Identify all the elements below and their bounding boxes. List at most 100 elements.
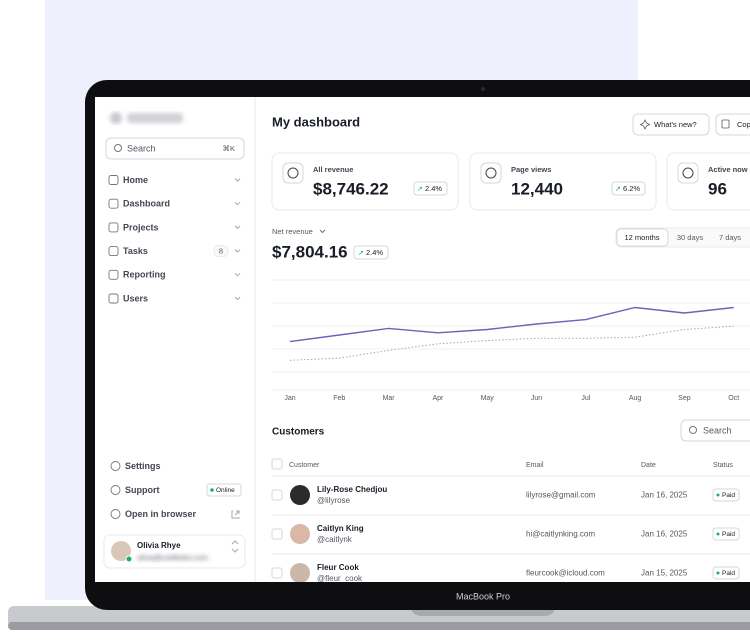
copy-icon (721, 119, 730, 129)
customer-email: hi@caitlynking.com (526, 530, 595, 539)
customer-date: Jan 15, 2025 (641, 569, 688, 578)
checkbox[interactable] (271, 567, 283, 579)
user-email: olivia@untitledui.com (137, 553, 208, 562)
user-avatar (111, 541, 131, 561)
customer-handle: @fleur_cook (317, 574, 363, 583)
change-badge (413, 181, 448, 196)
chevron (234, 201, 241, 206)
stat-icon (287, 167, 299, 179)
nav-label[interactable]: Projects (123, 222, 159, 232)
nav-icon (110, 461, 121, 471)
customer-date: Jan 16, 2025 (641, 530, 688, 539)
change-badge (353, 245, 389, 260)
period-tab[interactable]: 7 days (719, 233, 741, 242)
button-label: Copy (737, 120, 750, 129)
arrow-icon: ↗ (358, 250, 364, 257)
chevron (234, 272, 241, 277)
external-icon (231, 510, 240, 519)
customer-date: Jan 16, 2025 (641, 491, 688, 500)
column-header[interactable]: Email (526, 462, 544, 469)
stat-icon-box (480, 162, 502, 184)
nav-icon (108, 175, 119, 185)
line-series (289, 325, 734, 361)
change-value: 2.4% (366, 248, 383, 257)
customers-title: Customers (272, 427, 325, 438)
checkbox[interactable] (271, 458, 283, 470)
checkbox[interactable] (271, 528, 283, 540)
search-shortcut: ⌘K (222, 144, 235, 153)
stat-label: Page views (511, 165, 551, 174)
change-badge (611, 181, 646, 196)
status-badge (712, 488, 740, 502)
sparkle-icon (639, 119, 651, 130)
nav-icon (110, 509, 121, 519)
camera (481, 87, 485, 91)
avatar (290, 524, 310, 544)
nav-icon (110, 485, 121, 495)
x-tick-label: Oct (728, 395, 739, 402)
copy-button[interactable] (715, 113, 750, 136)
period-tab[interactable]: 12 months (624, 233, 659, 242)
stat-value: $8,746.22 (313, 179, 389, 198)
customer-search[interactable] (680, 419, 750, 442)
line-series (289, 306, 734, 343)
chevron (234, 249, 241, 253)
stat-card (469, 152, 657, 211)
whats-new-button[interactable] (632, 113, 710, 136)
nav-icon (108, 246, 119, 257)
x-tick-label: Feb (333, 395, 345, 402)
customer-name: Fleur Cook (317, 563, 359, 572)
customer-email: lilyrose@gmail.com (526, 491, 596, 500)
x-tick-label: Jul (581, 395, 590, 402)
status-text: Paid (722, 531, 735, 538)
nav-icon (108, 269, 119, 280)
period-tab[interactable]: 30 days (677, 233, 704, 242)
active-tab[interactable] (616, 228, 669, 247)
avatar (290, 485, 310, 505)
sidebar-search[interactable] (105, 137, 245, 160)
laptop-base-edge (8, 622, 750, 630)
nav-label[interactable]: Settings (125, 461, 161, 471)
chevron (234, 225, 241, 230)
x-tick-label: Jan (284, 395, 295, 402)
nav-label[interactable]: Users (123, 293, 148, 303)
status-dot (716, 571, 720, 575)
nav-label[interactable]: Support (125, 485, 160, 495)
search-placeholder: Search (703, 425, 732, 435)
arrow-icon: ↗ (417, 186, 423, 193)
nav-icon (108, 222, 119, 233)
status-dot (716, 532, 720, 536)
status-badge (206, 483, 242, 497)
nav-icon (108, 293, 119, 304)
column-header[interactable]: Status (713, 462, 733, 469)
nav-label[interactable]: Tasks (123, 246, 148, 256)
customer-handle: @caitlynk (317, 535, 353, 544)
status-badge (712, 566, 740, 580)
x-tick-label: Aug (629, 395, 642, 402)
customer-name: Lily-Rose Chedjou (317, 485, 387, 494)
stat-icon-box (282, 162, 304, 184)
search-icon (114, 144, 122, 152)
nav-badge (213, 245, 229, 258)
status-badge (712, 527, 740, 541)
customer-name: Caitlyn King (317, 524, 364, 533)
nav-label[interactable]: Dashboard (123, 199, 170, 209)
net-revenue-label: Net revenue (272, 227, 313, 236)
column-header[interactable]: Date (641, 462, 656, 469)
x-tick-label: Apr (432, 395, 444, 402)
status-dot (210, 488, 214, 492)
user-card[interactable] (103, 534, 246, 569)
nav-badge-text: 8 (219, 247, 223, 256)
page-title: My dashboard (272, 114, 360, 129)
column-header[interactable]: Customer (289, 462, 320, 469)
change-value: 6.2% (623, 184, 640, 193)
net-revenue-value: $7,804.16 (272, 242, 348, 261)
screen: Search ⌘K Olivia Rhye olivia@untitledui.… (95, 97, 750, 583)
nav-label[interactable]: Open in browser (125, 509, 197, 519)
nav-label[interactable]: Home (123, 175, 148, 185)
checkbox[interactable] (271, 489, 283, 501)
nav-label[interactable]: Reporting (123, 270, 166, 280)
device-label: MacBook Pro (456, 591, 510, 601)
status-dot (716, 493, 720, 497)
chevron (234, 178, 241, 182)
